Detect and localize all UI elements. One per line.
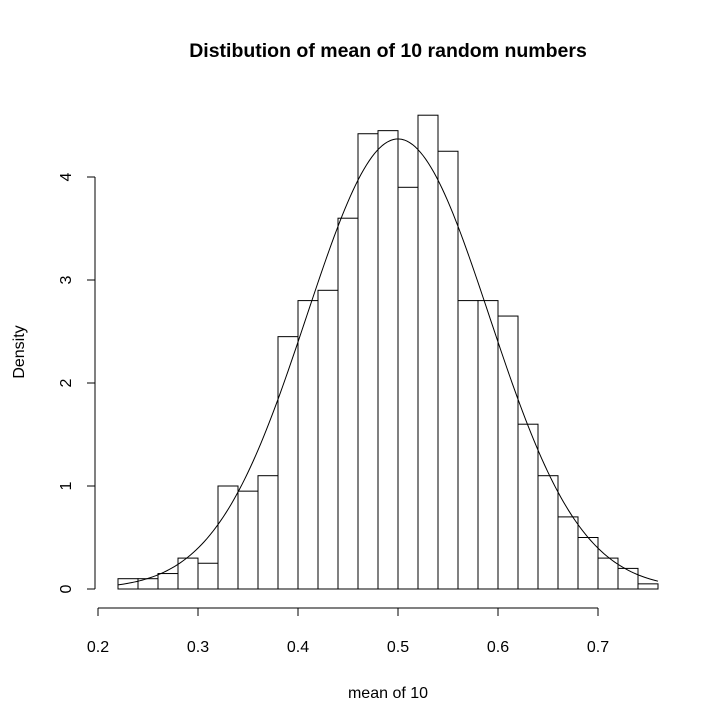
chart-title: Distibution of mean of 10 random numbers: [189, 40, 587, 62]
x-tick-label: 0.2: [87, 639, 109, 656]
histogram-bar-6: [237, 490, 259, 590]
x-tick-label: 0.3: [187, 639, 209, 656]
histogram-bar-11: [337, 217, 359, 590]
histogram-bar-10: [317, 289, 339, 590]
histogram-bar-22: [557, 516, 579, 590]
histogram-bar-13: [377, 130, 399, 590]
y-tick-label: 3: [58, 275, 75, 284]
histogram-bar-25: [617, 567, 639, 590]
histogram-bar-21: [537, 475, 559, 590]
histogram-bar-12: [357, 133, 379, 590]
histogram-bar-9: [297, 300, 319, 590]
y-axis-label: Density: [11, 325, 28, 378]
y-tick-label: 4: [58, 172, 75, 181]
y-tick-label: 1: [58, 481, 75, 490]
x-tick-label: 0.5: [387, 639, 409, 656]
x-tick-label: 0.7: [587, 639, 609, 656]
x-tick-label: 0.4: [287, 639, 309, 656]
histogram-bar-14: [397, 186, 419, 590]
histogram-bar-15: [417, 114, 439, 590]
histogram-bar-19: [497, 315, 519, 590]
histogram-bar-20: [517, 423, 539, 590]
histogram-bar-8: [277, 336, 299, 590]
histogram-bar-2: [157, 573, 179, 590]
y-axis: 0 1 2 3 4: [58, 172, 96, 593]
histogram-bar-16: [437, 150, 459, 590]
histogram-bars: [117, 114, 659, 590]
histogram-bar-4: [197, 562, 219, 590]
histogram-bar-18: [477, 300, 499, 590]
y-tick-label: 2: [58, 378, 75, 387]
y-tick-label: 0: [58, 584, 75, 593]
histogram-bar-7: [257, 475, 279, 590]
x-tick-label: 0.6: [487, 639, 509, 656]
histogram-bar-5: [217, 485, 239, 590]
x-axis-label: mean of 10: [348, 685, 428, 702]
histogram-bar-0: [117, 578, 139, 590]
histogram-bar-17: [457, 300, 479, 590]
histogram-bar-26: [637, 583, 659, 590]
x-axis: 0.2 0.3 0.4 0.5 0.6 0.7: [87, 607, 609, 656]
density-curve: [117, 138, 659, 586]
